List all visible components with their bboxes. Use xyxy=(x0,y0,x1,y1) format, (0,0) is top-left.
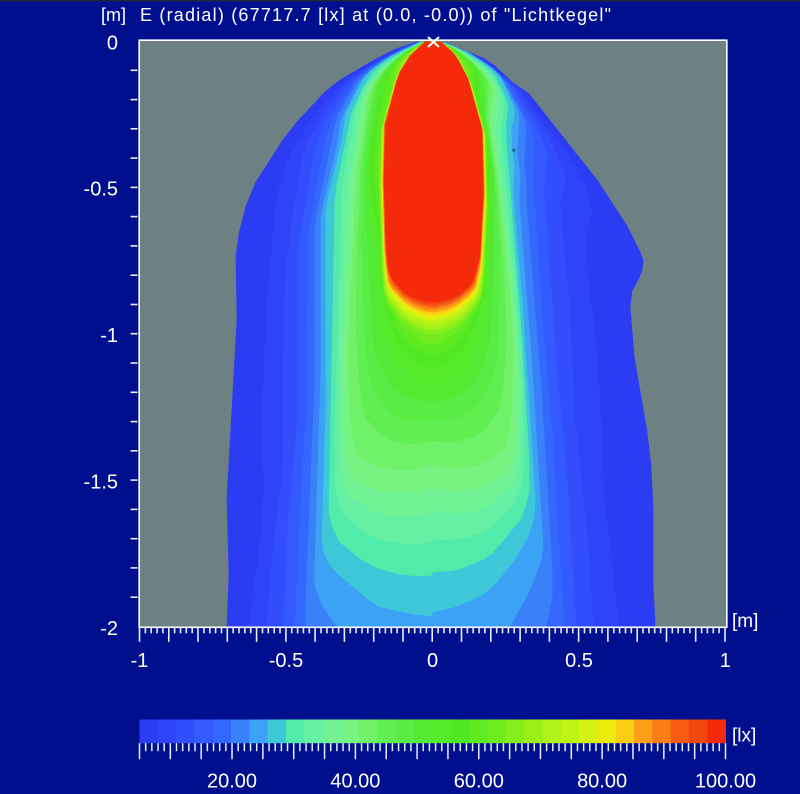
svg-text:-1: -1 xyxy=(131,650,149,672)
svg-text:0: 0 xyxy=(427,650,438,672)
svg-text:80.00: 80.00 xyxy=(577,770,627,792)
svg-text:1: 1 xyxy=(720,650,731,672)
svg-text:40.00: 40.00 xyxy=(330,770,380,792)
svg-text:0: 0 xyxy=(107,32,118,54)
svg-text:-0.5: -0.5 xyxy=(269,650,303,672)
svg-text:[m]: [m] xyxy=(732,611,758,632)
svg-text:100.00: 100.00 xyxy=(695,770,756,792)
svg-text:[lx]: [lx] xyxy=(732,726,756,747)
svg-text:-2: -2 xyxy=(100,618,118,640)
svg-text:60.00: 60.00 xyxy=(454,770,504,792)
svg-text:-0.5: -0.5 xyxy=(84,179,118,201)
svg-text:[m]: [m] xyxy=(101,5,126,25)
svg-text:-1: -1 xyxy=(100,325,118,347)
svg-text:E (radial) (67717.7 [lx] at (0: E (radial) (67717.7 [lx] at (0.0, -0.0))… xyxy=(140,5,612,25)
svg-text:0.5: 0.5 xyxy=(565,650,593,672)
svg-text:20.00: 20.00 xyxy=(207,770,257,792)
svg-text:-1.5: -1.5 xyxy=(84,472,118,494)
